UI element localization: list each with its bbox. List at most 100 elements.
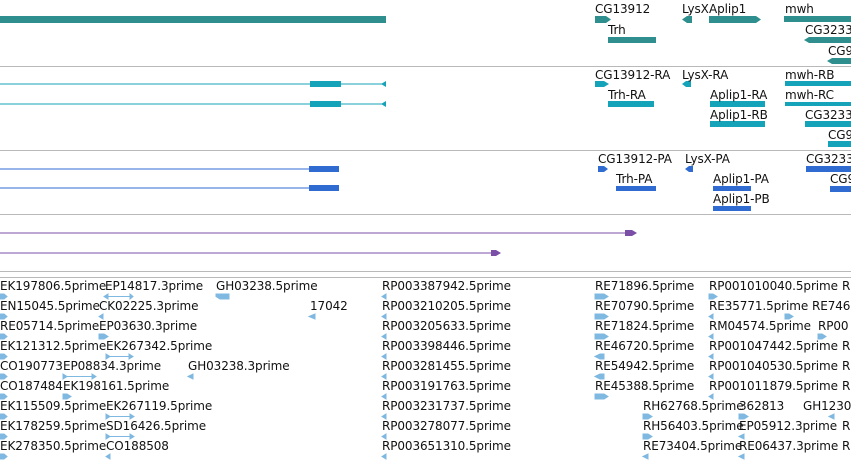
est-label[interactable]: GH1230 <box>803 399 851 413</box>
alignment-arrow-1 <box>625 230 637 236</box>
est-label[interactable]: RP001047442.5prime <box>709 339 838 353</box>
est-label[interactable]: R <box>842 339 851 353</box>
est-label[interactable]: SD16426.5prime <box>106 419 207 433</box>
protein-label-lysx-pa[interactable]: LysX-PA <box>685 152 730 166</box>
est-label[interactable]: 362813 <box>739 399 785 413</box>
transcript-label-lysx-ra[interactable]: LysX-RA <box>682 68 729 82</box>
est-label[interactable]: RE45388.5prime <box>595 379 695 393</box>
est-label[interactable]: R <box>842 379 851 393</box>
est-label[interactable]: RP003281455.5prime <box>382 359 511 373</box>
est-label[interactable]: 17042 <box>310 299 348 313</box>
est-glyph <box>737 433 745 440</box>
est-label[interactable]: RE73404.5prime <box>643 439 743 453</box>
protein-label-cg3233[interactable]: CG3233 <box>806 152 851 166</box>
est-label[interactable]: CO187484 <box>0 379 63 393</box>
gene-label-trh[interactable]: Trh <box>608 23 626 37</box>
est-label[interactable]: RP003205633.5prime <box>382 319 511 333</box>
est-label[interactable]: RE35771.5prime <box>709 299 809 313</box>
transcript-label-aplip1-ra[interactable]: Aplip1-RA <box>710 88 768 102</box>
est-label[interactable]: EK198161.5prime <box>63 379 170 393</box>
est-glyph <box>381 433 387 440</box>
est-label[interactable]: CK02225.3prime <box>99 299 199 313</box>
gene-trh-glyph <box>608 37 656 43</box>
est-label[interactable]: EN15045.5prime <box>0 299 100 313</box>
est-label[interactable]: RP003231737.5prime <box>382 399 511 413</box>
gene-label-cg13912[interactable]: CG13912 <box>595 2 651 16</box>
est-label[interactable]: RE71896.5prime <box>595 279 695 293</box>
est-label[interactable]: R <box>842 359 851 373</box>
est-label[interactable]: RP001010040.5prime <box>709 279 838 293</box>
transcript-label-cg9[interactable]: CG9 <box>828 128 851 142</box>
protein-trh-pa-glyph <box>616 186 656 191</box>
est-label[interactable]: EK115509.5prime <box>0 399 107 413</box>
transcript-label-aplip1-rb[interactable]: Aplip1-RB <box>710 108 768 122</box>
est-label[interactable]: EK121312.5prime <box>0 339 107 353</box>
est-glyph <box>641 453 649 460</box>
est-label[interactable]: RP003210205.5prime <box>382 299 511 313</box>
est-label[interactable]: RE06437.3prime <box>739 439 839 453</box>
est-label[interactable]: CO190773 <box>0 359 63 373</box>
est-track: EK197806.5prime EP14817.3prime GH03238.5… <box>0 278 851 462</box>
est-glyph <box>708 353 714 360</box>
est-label[interactable]: EK178259.5prime <box>0 419 107 433</box>
est-label[interactable]: RP003278077.5prime <box>382 419 511 433</box>
gene-bar[interactable] <box>0 16 386 23</box>
est-label[interactable]: RE70790.5prime <box>595 299 695 313</box>
est-glyph <box>708 313 714 320</box>
protein-label-cg13912-pa[interactable]: CG13912-PA <box>598 152 672 166</box>
est-label[interactable]: EK267342.5prime <box>106 339 213 353</box>
est-label[interactable]: EP14817.3prime <box>105 279 203 293</box>
est-label[interactable]: EK278350.5prime <box>0 439 107 453</box>
protein-label-aplip1-pa[interactable]: Aplip1-PA <box>713 172 769 186</box>
transcript-label-mwh-rb[interactable]: mwh-RB <box>785 68 835 82</box>
est-label[interactable]: RP003191763.5prime <box>382 379 511 393</box>
transcript-label-mwh-rc[interactable]: mwh-RC <box>785 88 834 102</box>
est-glyph <box>381 313 387 320</box>
est-label[interactable]: RP00 <box>818 319 849 333</box>
gene-cg9-glyph <box>827 58 851 64</box>
est-label[interactable]: RM04574.5prime <box>709 319 811 333</box>
gene-label-cg3233[interactable]: CG3233 <box>805 23 851 37</box>
transcript-label-cg3233[interactable]: CG3233 <box>805 108 851 122</box>
est-glyph <box>0 313 8 320</box>
est-label[interactable]: RP001011879.5prime <box>709 379 838 393</box>
est-label[interactable]: RP001040530.5prime <box>709 359 838 373</box>
est-glyph <box>642 413 653 420</box>
est-label[interactable]: RP003398446.5prime <box>382 339 511 353</box>
gene-cg3233-glyph <box>804 37 851 43</box>
est-label[interactable]: R <box>842 279 851 293</box>
est-label[interactable]: RE54942.5prime <box>595 359 695 373</box>
est-label[interactable]: EK197806.5prime <box>0 279 107 293</box>
transcript-cg13912-ra-glyph <box>595 81 609 87</box>
est-label[interactable]: RE05714.5prime <box>0 319 100 333</box>
protein-label-aplip1-pb[interactable]: Aplip1-PB <box>713 192 770 206</box>
est-label[interactable]: RP003387942.5prime <box>382 279 511 293</box>
est-label[interactable]: EP03630.3prime <box>99 319 197 333</box>
est-label[interactable]: EP05912.3prime <box>739 419 837 433</box>
est-label[interactable]: RE46720.5prime <box>595 339 695 353</box>
est-label[interactable]: R <box>842 439 851 453</box>
transcript-label-trh-ra[interactable]: Trh-RA <box>608 88 646 102</box>
transcript-label-cg13912-ra[interactable]: CG13912-RA <box>595 68 671 82</box>
gene-label-mwh[interactable]: mwh <box>785 2 814 16</box>
est-label[interactable]: RH56403.5prime <box>643 419 744 433</box>
protein-label-trh-pa[interactable]: Trh-PA <box>616 172 653 186</box>
est-label[interactable]: EK267119.5prime <box>106 399 213 413</box>
est-label[interactable]: RE746 <box>812 299 851 313</box>
gene-label-aplip1[interactable]: Aplip1 <box>709 2 747 16</box>
transcript-cg9-glyph <box>828 141 851 147</box>
est-label[interactable]: GH03238.5prime <box>216 279 318 293</box>
est-label[interactable]: RP003651310.5prime <box>382 439 511 453</box>
est-label[interactable]: EP08834.3prime <box>63 359 161 373</box>
protein-glyphs <box>0 166 851 211</box>
est-label[interactable]: RE71824.5prime <box>595 319 695 333</box>
est-label[interactable]: GH03238.3prime <box>188 359 290 373</box>
gene-label-cg9[interactable]: CG9 <box>828 44 851 58</box>
est-glyph <box>0 353 8 360</box>
gene-label-lysx[interactable]: LysX <box>682 2 709 16</box>
est-label[interactable]: CO188508 <box>106 439 169 453</box>
est-label[interactable]: R <box>842 419 851 433</box>
est-label[interactable]: RH62768.5prime <box>643 399 744 413</box>
protein-label-cg9[interactable]: CG9 <box>830 172 851 186</box>
est-glyph <box>708 333 714 340</box>
